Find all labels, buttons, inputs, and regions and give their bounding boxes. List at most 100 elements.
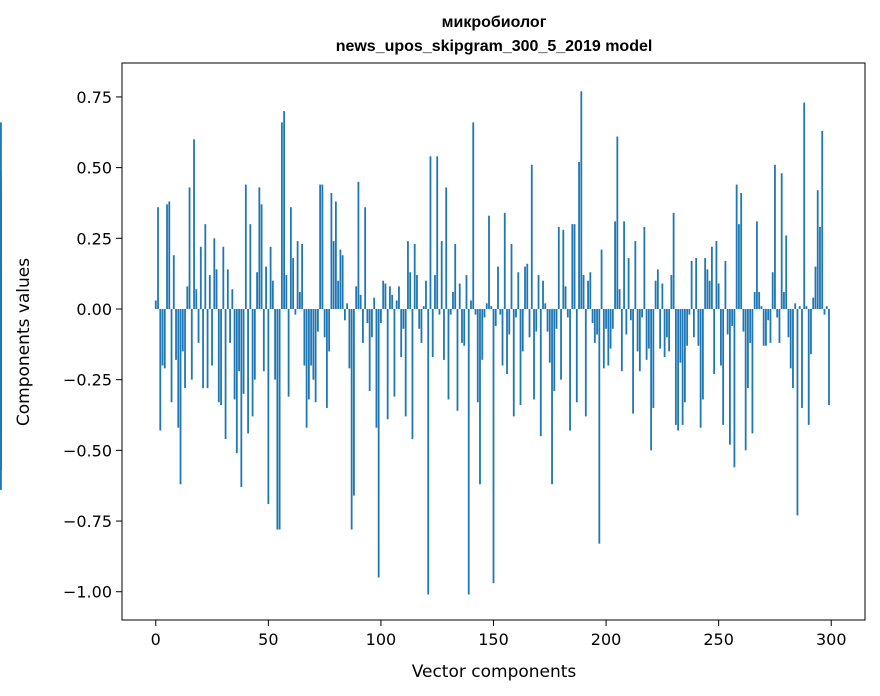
bar [713, 308, 716, 375]
bar [402, 308, 405, 329]
bar [503, 212, 506, 309]
bar [735, 184, 738, 309]
bar [591, 308, 594, 324]
bar [627, 258, 630, 309]
bar [321, 184, 324, 309]
bar [418, 308, 421, 329]
bar [753, 292, 756, 309]
x-axis-label: Vector components [412, 662, 577, 682]
bar [186, 286, 189, 309]
bar [672, 212, 675, 309]
bar [260, 204, 263, 309]
bar [580, 91, 583, 309]
bar [510, 243, 513, 309]
bar [166, 204, 168, 309]
bar [436, 156, 439, 309]
bar [377, 308, 380, 578]
bar [814, 266, 817, 309]
bar [386, 308, 389, 420]
bar [488, 215, 490, 309]
bars-group [0, 91, 830, 595]
bar [211, 308, 213, 366]
bar [429, 156, 432, 309]
bar [287, 308, 290, 397]
bar [711, 246, 713, 309]
bar [479, 308, 481, 485]
bar [226, 269, 229, 309]
y-tick-label: −0.75 [63, 512, 112, 531]
bar [222, 246, 225, 309]
y-tick-label: −0.50 [63, 441, 112, 460]
bar [515, 308, 517, 318]
bar [247, 308, 249, 434]
bar [821, 130, 824, 309]
bar [645, 308, 648, 360]
bar [355, 286, 358, 309]
bar [765, 308, 767, 346]
bar [373, 297, 376, 309]
bar [647, 308, 650, 349]
bar [422, 306, 425, 309]
bar [494, 308, 497, 326]
bar [483, 308, 486, 318]
bar [704, 258, 707, 309]
bar [384, 283, 387, 309]
bar [620, 308, 623, 372]
bar [738, 224, 740, 309]
bar [357, 181, 360, 309]
bar [420, 308, 423, 343]
bar [339, 249, 342, 309]
bar [598, 308, 601, 544]
bar [625, 308, 628, 335]
bar [596, 308, 598, 335]
bar [564, 286, 567, 309]
bar [701, 308, 704, 400]
bar [267, 308, 270, 505]
bar [229, 308, 231, 343]
bar [787, 308, 790, 338]
bar [497, 266, 499, 309]
bar [344, 308, 346, 321]
bar [456, 308, 459, 411]
bar [382, 280, 385, 309]
bar [341, 255, 344, 309]
bar [726, 308, 729, 335]
bar [233, 308, 236, 400]
bar [526, 263, 529, 309]
bar [774, 164, 776, 309]
bar [454, 243, 457, 309]
bar [805, 306, 808, 309]
bar [235, 308, 238, 454]
bar [783, 292, 785, 309]
bar [346, 303, 349, 309]
bar [819, 226, 821, 309]
bar [519, 308, 522, 406]
bar [280, 122, 283, 309]
bar [431, 308, 434, 358]
bar [706, 269, 709, 309]
bar [283, 111, 286, 309]
bar [683, 308, 686, 403]
y-tick-label: 0.25 [76, 229, 112, 248]
bar [258, 187, 261, 309]
bar [323, 308, 326, 338]
bar [256, 272, 258, 309]
bar [289, 207, 292, 309]
bar [197, 308, 200, 343]
bar [587, 280, 589, 309]
bar [686, 308, 689, 346]
bar [670, 275, 673, 309]
bar [251, 308, 254, 417]
bar [337, 280, 340, 309]
bar [238, 308, 240, 372]
bar [474, 308, 477, 315]
bar [206, 308, 209, 389]
bar [472, 122, 475, 309]
bar [717, 283, 720, 309]
bar [555, 308, 558, 329]
bar [825, 306, 828, 309]
bar [458, 283, 461, 309]
bar [611, 308, 614, 329]
bar [674, 308, 677, 425]
